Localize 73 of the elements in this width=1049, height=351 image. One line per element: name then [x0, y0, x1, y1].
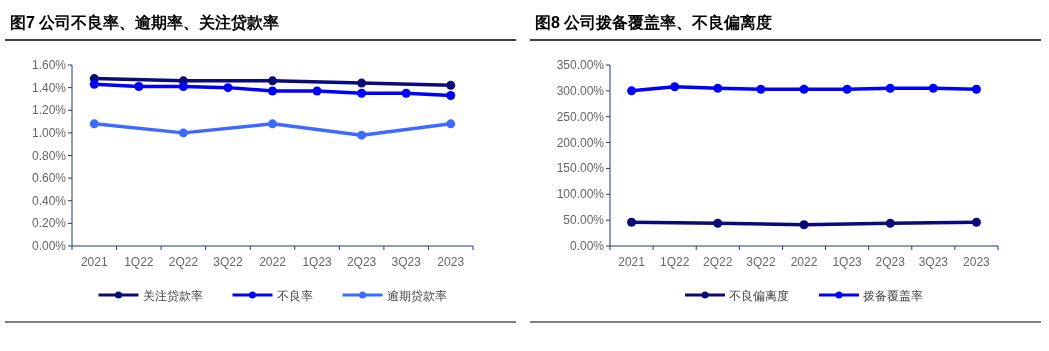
y-tick-label: 0.00% — [31, 239, 67, 253]
x-tick-label: 2023 — [963, 255, 991, 269]
point — [357, 78, 367, 88]
point — [713, 83, 723, 93]
point — [842, 84, 852, 94]
x-tick-label: 1Q23 — [832, 255, 863, 269]
y-tick-label: 300.00% — [556, 83, 605, 98]
y-tick-label: 0.40% — [31, 193, 67, 208]
point — [799, 84, 809, 94]
point — [268, 76, 277, 86]
x-tick-label: 2Q23 — [875, 255, 906, 269]
chart-title: 图8 公司拨备覆盖率、不良偏离度 — [535, 13, 773, 31]
x-tick-label: 2021 — [618, 255, 646, 269]
x-tick-label: 3Q22 — [213, 255, 243, 269]
y-tick-label: 0.20% — [31, 216, 67, 231]
point — [670, 82, 680, 92]
point — [178, 81, 188, 91]
point — [357, 130, 367, 140]
y-tick-label: 0.00% — [569, 239, 605, 253]
legend-label: 逾期贷款率 — [386, 289, 447, 303]
point — [971, 84, 981, 94]
y-tick-label: 0.60% — [31, 171, 67, 186]
y-tick-label: 350.00% — [556, 58, 605, 72]
y-tick-label: 200.00% — [556, 135, 605, 150]
x-tick-label: 1Q22 — [124, 255, 154, 269]
x-tick-label: 2021 — [80, 255, 108, 269]
x-tick-label: 3Q23 — [391, 255, 422, 269]
point — [446, 91, 456, 101]
point — [928, 83, 938, 93]
x-tick-label: 1Q22 — [659, 255, 690, 269]
point — [89, 79, 99, 89]
point — [713, 218, 723, 228]
point — [178, 128, 188, 138]
point — [799, 220, 809, 230]
legend-label: 不良偏离度 — [729, 289, 789, 303]
x-tick-label: 2Q22 — [168, 255, 199, 269]
legend-label: 不良率 — [276, 289, 313, 303]
point — [312, 86, 322, 96]
point — [756, 84, 766, 94]
y-tick-label: 0.80% — [31, 148, 67, 163]
y-tick-label: 100.00% — [556, 187, 605, 202]
x-tick-label: 3Q23 — [918, 255, 949, 269]
point — [885, 218, 895, 228]
y-tick-label: 250.00% — [556, 109, 605, 124]
point — [627, 217, 637, 227]
point — [885, 83, 895, 93]
point — [89, 119, 99, 129]
legend-label: 关注贷款率 — [142, 289, 203, 303]
point — [223, 83, 233, 93]
point — [268, 119, 277, 129]
point — [446, 80, 456, 90]
x-tick-label: 2023 — [437, 255, 465, 269]
y-tick-label: 50.00% — [563, 213, 605, 228]
x-tick-label: 1Q23 — [302, 255, 333, 269]
point — [268, 86, 277, 96]
point — [134, 81, 144, 91]
x-tick-label: 2022 — [259, 255, 287, 269]
point — [627, 86, 637, 96]
y-tick-label: 1.60% — [31, 58, 67, 72]
legend-label: 拨备覆盖率 — [863, 289, 923, 303]
x-tick-label: 2Q23 — [346, 255, 377, 269]
y-tick-label: 1.20% — [31, 103, 67, 118]
point — [446, 119, 456, 129]
y-tick-label: 1.00% — [31, 125, 67, 140]
point — [971, 217, 981, 227]
point — [357, 88, 367, 98]
x-tick-label: 2022 — [790, 255, 818, 269]
y-tick-label: 150.00% — [556, 161, 605, 176]
y-tick-label: 1.40% — [31, 80, 67, 95]
x-tick-label: 3Q22 — [746, 255, 776, 269]
chart-title: 图7 公司不良率、逾期率、关注贷款率 — [10, 13, 280, 32]
point — [401, 88, 411, 98]
x-tick-label: 2Q22 — [703, 255, 733, 269]
